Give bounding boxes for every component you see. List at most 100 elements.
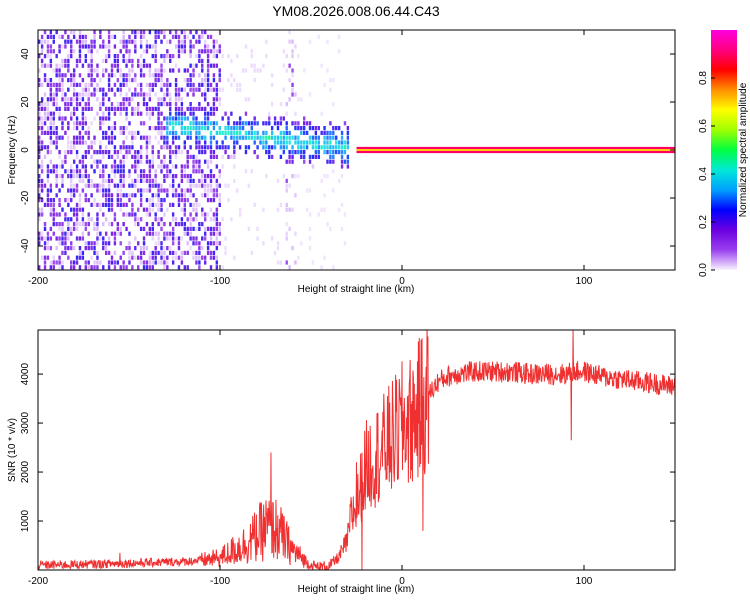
spectrogram-cell <box>87 126 90 131</box>
spectrogram-cell <box>46 255 50 260</box>
spectrogram-cell <box>84 226 87 231</box>
spectrogram-cell <box>55 68 58 73</box>
spectrogram-cell <box>192 178 195 183</box>
spectrogram-cell <box>212 150 216 155</box>
spectrogram-cell <box>323 255 326 260</box>
spectrogram-cell <box>212 135 216 140</box>
spectrogram-cell <box>215 130 219 135</box>
spectrogram-cell <box>93 241 96 246</box>
spectrogram-cell <box>40 145 44 150</box>
spectrogram-cell <box>78 58 82 63</box>
spectrogram-cell <box>192 154 195 159</box>
spectrogram-cell <box>227 116 230 121</box>
spectrogram-cell <box>139 154 143 159</box>
spectrogram-cell <box>215 82 219 87</box>
spectrogram-cell <box>110 135 114 140</box>
spectrogram-cell <box>49 188 53 193</box>
spectrogram-cell <box>38 106 41 111</box>
spectrogram-cell <box>93 30 96 35</box>
spectrogram-cell <box>70 30 73 35</box>
spectrogram-cell <box>174 44 178 49</box>
spectrogram-cell <box>180 116 184 121</box>
spectrogram-cell <box>46 126 50 131</box>
spectrogram-cell <box>244 121 248 126</box>
spectrogram-cell <box>148 174 152 179</box>
spectrogram-cell <box>81 154 85 159</box>
spectrogram-cell <box>40 126 44 131</box>
spectrogram-cell <box>192 207 195 212</box>
spectrogram-cell <box>107 82 111 87</box>
spectrogram-cell <box>107 135 111 140</box>
spectrogram-cell <box>116 198 120 203</box>
spectrogram-cell <box>189 231 192 236</box>
spectrogram-cell <box>40 34 44 39</box>
spectrogram-cell <box>49 207 53 212</box>
spectrogram-cell <box>189 183 192 188</box>
spectrogram-cell <box>78 250 82 255</box>
spectrogram-cell <box>198 145 201 150</box>
spectrogram-cell <box>55 145 58 150</box>
spectrogram-cell <box>46 111 50 116</box>
spectrogram-cell <box>192 34 195 39</box>
spectrogram-cell <box>294 111 297 116</box>
spectrogram-cell <box>52 169 55 174</box>
spectrogram-cell <box>195 198 198 203</box>
y-tick-label: 3000 <box>20 412 31 435</box>
spectrogram-cell <box>215 183 219 188</box>
spectrogram-cell <box>154 126 157 131</box>
spectrogram-cell <box>87 73 90 78</box>
spectrogram-cell <box>221 265 224 270</box>
spectrogram-cell <box>75 39 79 44</box>
spectrogram-cell <box>206 73 210 78</box>
spectrogram-cell <box>151 126 154 131</box>
spectrogram-cell <box>279 135 283 140</box>
spectrogram-cell <box>40 121 44 126</box>
spectrogram-cell <box>134 164 137 169</box>
spectrogram-cell <box>346 159 350 164</box>
spectrogram-cell <box>195 54 198 59</box>
spectrogram-cell <box>78 178 82 183</box>
spectrogram-cell <box>58 116 61 121</box>
spectrogram-cell <box>174 193 178 198</box>
spectrogram-cell <box>247 135 251 140</box>
spectrogram-cell <box>282 140 286 145</box>
spectrogram-cell <box>253 68 256 73</box>
spectrogram-cell <box>163 140 166 145</box>
spectrogram-cell <box>224 130 227 135</box>
spectrogram-cell <box>145 63 149 68</box>
spectrogram-cell <box>87 63 90 68</box>
spectrogram-cell <box>337 145 341 150</box>
spectrogram-cell <box>67 150 70 155</box>
spectrogram-cell <box>212 121 216 126</box>
spectrogram-cell <box>81 140 85 145</box>
spectrogram-cell <box>323 126 326 131</box>
spectrogram-cell <box>145 265 149 270</box>
spectrogram-cell <box>212 226 216 231</box>
spectrogram-cell <box>81 207 85 212</box>
spectrogram-cell <box>308 154 312 159</box>
spectrogram-cell <box>163 178 166 183</box>
spectrogram-cell <box>203 217 207 222</box>
spectrogram-cell <box>206 246 210 251</box>
spectrogram-cell <box>337 150 341 155</box>
spectrogram-cell <box>151 222 154 227</box>
spectrogram-cell <box>116 226 120 231</box>
spectrogram-cell <box>81 97 85 102</box>
spectrogram-cell <box>137 102 140 107</box>
spectrogram-cell <box>113 58 117 63</box>
spectrogram-cell <box>189 178 192 183</box>
spectrogram-cell <box>189 63 192 68</box>
spectrogram-cell <box>104 116 108 121</box>
spectrogram-cell <box>43 265 47 270</box>
spectrogram-cell <box>81 178 85 183</box>
spectrogram-cell <box>250 126 253 131</box>
spectrogram-cell <box>288 97 291 102</box>
spectrogram-cell <box>166 193 169 198</box>
spectrogram-cell <box>75 188 79 193</box>
spectrogram-cell <box>72 193 76 198</box>
spectrogram-cell <box>206 102 210 107</box>
spectrogram-cell <box>107 207 111 212</box>
spectrogram-cell <box>72 97 76 102</box>
spectrogram-cell <box>154 30 157 35</box>
spectrogram-cell <box>128 231 131 236</box>
